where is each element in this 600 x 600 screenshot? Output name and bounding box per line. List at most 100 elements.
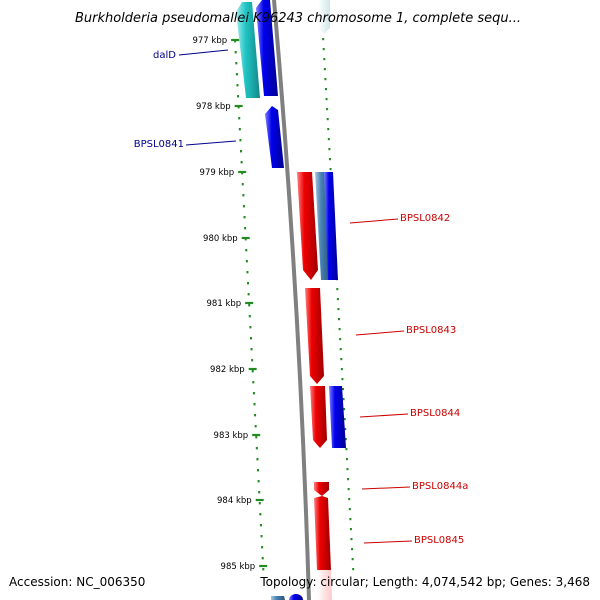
ring-dot bbox=[322, 48, 325, 51]
ring-dot bbox=[260, 535, 263, 538]
ring-dot bbox=[350, 538, 353, 541]
gene-feature-blue-top[interactable] bbox=[256, 0, 278, 96]
ring-dot bbox=[341, 378, 344, 381]
gene-label-leader bbox=[178, 49, 229, 56]
gene-feature-blue-mid[interactable] bbox=[324, 172, 338, 280]
accession-text: Accession: NC_006350 bbox=[9, 575, 145, 589]
gene-label-dalD[interactable]: dalD bbox=[153, 50, 176, 61]
ring-dot bbox=[255, 447, 258, 450]
ring-dot bbox=[348, 498, 351, 501]
ring-dot bbox=[338, 318, 341, 321]
ring-dot bbox=[247, 293, 250, 296]
ring-dot bbox=[324, 78, 327, 81]
gene-feature-BPSL0843[interactable] bbox=[305, 288, 324, 384]
kbp-tick-label: 978 kbp bbox=[196, 102, 231, 112]
gene-label-BPSL0844[interactable]: BPSL0844 bbox=[410, 408, 460, 419]
ring-dot bbox=[235, 73, 238, 76]
ring-dot bbox=[352, 568, 355, 571]
ring-dot bbox=[242, 205, 245, 208]
ring-dot bbox=[256, 458, 259, 461]
gene-feature-BPSL0845[interactable] bbox=[314, 496, 331, 570]
kbp-tick-label: 985 kbp bbox=[221, 562, 256, 572]
gene-label-BPSL0841[interactable]: BPSL0841 bbox=[134, 139, 184, 150]
ring-dot bbox=[249, 337, 252, 340]
ring-dot bbox=[343, 418, 346, 421]
ring-dot bbox=[325, 98, 328, 101]
ring-dot bbox=[344, 438, 347, 441]
ring-dot bbox=[326, 118, 329, 121]
ring-dot bbox=[241, 183, 244, 186]
ring-dot bbox=[251, 370, 254, 373]
gene-label-BPSL0842[interactable]: BPSL0842 bbox=[400, 213, 450, 224]
gene-feature-blue-low[interactable] bbox=[329, 386, 346, 448]
ring-dot bbox=[240, 161, 243, 164]
gene-feature-BPSL0844[interactable] bbox=[310, 386, 327, 448]
ring-dot bbox=[343, 408, 346, 411]
topology-text: Topology: circular; Length: 4,074,542 bp… bbox=[259, 575, 590, 589]
ring-dot bbox=[252, 381, 255, 384]
ring-dot bbox=[237, 95, 240, 98]
gene-feature-bottom-blue bbox=[289, 594, 303, 600]
ring-dot bbox=[254, 414, 257, 417]
gene-feature-bottom-steel bbox=[271, 596, 285, 600]
gene-feature-BPSL0841[interactable] bbox=[265, 106, 284, 168]
ring-dot bbox=[344, 428, 347, 431]
ring-dot bbox=[235, 62, 238, 65]
backbone-line bbox=[272, 0, 311, 600]
kbp-tick-label: 984 kbp bbox=[217, 496, 252, 506]
ring-dot bbox=[244, 227, 247, 230]
ring-dot bbox=[340, 358, 343, 361]
ring-dot bbox=[257, 469, 260, 472]
ring-dot bbox=[247, 282, 250, 285]
gene-label-leader bbox=[185, 140, 237, 146]
kbp-tick-label: 982 kbp bbox=[210, 365, 245, 375]
ring-dot bbox=[236, 84, 239, 87]
gene-feature-faint bbox=[318, 0, 330, 34]
ring-dot bbox=[238, 128, 241, 131]
gene-label-BPSL0843[interactable]: BPSL0843 bbox=[406, 325, 456, 336]
gene-feature-BPSL0842[interactable] bbox=[297, 172, 318, 280]
ring-dot bbox=[240, 150, 242, 153]
ring-dot bbox=[239, 139, 242, 142]
ring-dot bbox=[252, 392, 255, 395]
ring-dot bbox=[250, 348, 253, 351]
gene-feature-dalD[interactable] bbox=[236, 2, 260, 98]
ring-dot bbox=[255, 436, 258, 439]
ring-dot bbox=[241, 172, 244, 175]
gene-label-BPSL0844a[interactable]: BPSL0844a bbox=[412, 481, 468, 492]
ring-dot bbox=[234, 51, 237, 54]
gene-label-leader bbox=[359, 413, 409, 418]
ring-dot bbox=[327, 138, 330, 141]
gene-feature-pale-red bbox=[317, 570, 332, 600]
ring-dot bbox=[324, 88, 327, 91]
ring-dot bbox=[351, 558, 354, 561]
ring-dot bbox=[345, 458, 348, 461]
ring-dot bbox=[336, 298, 339, 301]
gene-feature-BPSL0844a[interactable] bbox=[314, 482, 329, 496]
ring-dot bbox=[261, 557, 264, 560]
map-title: Burkholderia pseudomallei K96243 chromos… bbox=[75, 11, 521, 26]
gene-labels: dalD BPSL0841 BPSL0842 BPSL0843 BPSL0844 BPSL… bbox=[134, 49, 468, 546]
ring-dot bbox=[261, 546, 264, 549]
ring-dot bbox=[338, 328, 341, 331]
ring-dot bbox=[322, 38, 325, 41]
gene-label-leader bbox=[361, 486, 411, 490]
gene-label-leader bbox=[355, 330, 405, 336]
ring-dot bbox=[245, 249, 248, 252]
ring-dot bbox=[238, 117, 241, 120]
kbp-tick-label: 977 kbp bbox=[192, 36, 227, 46]
ring-dot bbox=[326, 108, 329, 111]
ring-dot bbox=[328, 158, 331, 161]
ring-dot bbox=[251, 359, 254, 362]
ring-dot bbox=[253, 403, 256, 406]
gene-label-leader bbox=[349, 218, 399, 224]
ring-dot bbox=[234, 40, 237, 43]
ring-dot bbox=[248, 315, 251, 318]
ring-dot bbox=[259, 513, 262, 516]
tick-ring bbox=[234, 40, 265, 571]
gene-label-BPSL0845[interactable]: BPSL0845 bbox=[414, 535, 464, 546]
ring-dot bbox=[243, 216, 246, 219]
ring-dot bbox=[349, 528, 352, 531]
ring-dot bbox=[346, 468, 349, 471]
